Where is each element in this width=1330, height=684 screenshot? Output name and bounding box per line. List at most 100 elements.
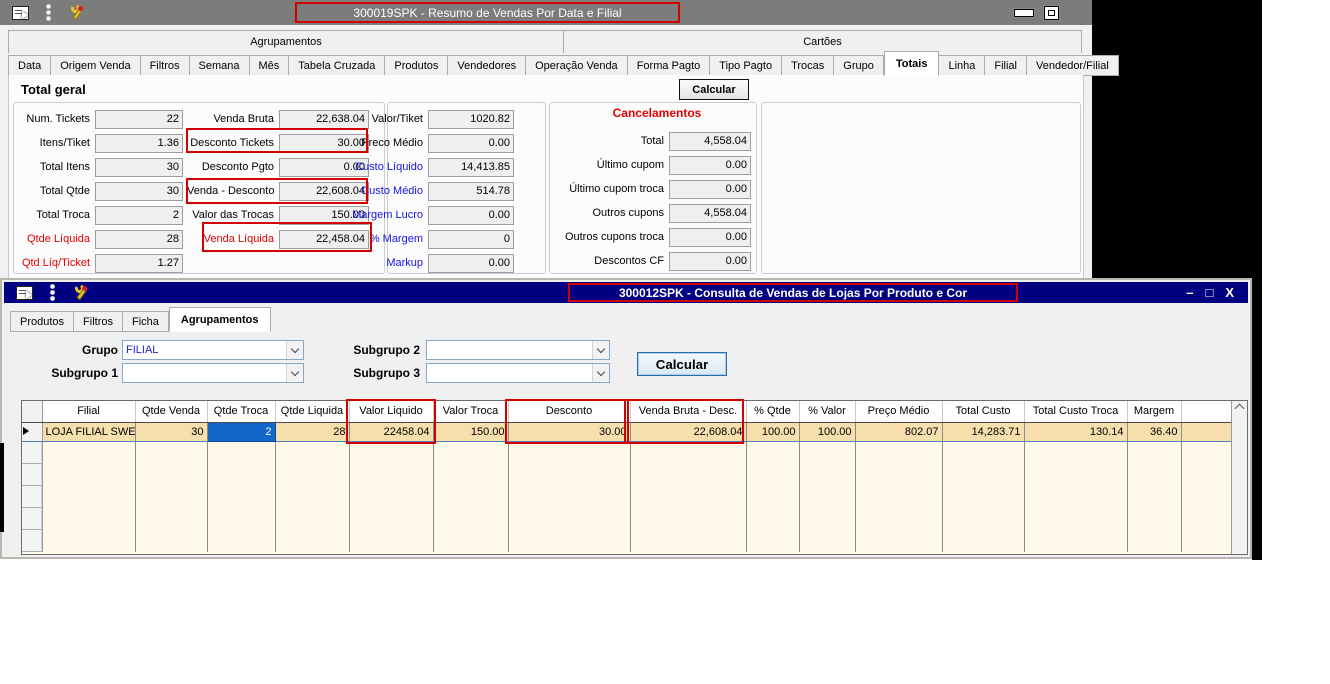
cell-desconto[interactable]: 30.00 [508, 422, 631, 442]
tab-agrupamentos[interactable]: Agrupamentos [168, 307, 271, 332]
close-button[interactable]: X [1225, 285, 1234, 300]
tab-filtros[interactable]: Filtros [74, 311, 123, 332]
tab-ficha[interactable]: Ficha [122, 311, 169, 332]
cell-total-custo-troca[interactable]: 130.14 [1024, 422, 1128, 442]
vertical-scrollbar[interactable] [1231, 401, 1247, 554]
wrench-icon[interactable] [72, 282, 90, 302]
chevron-down-icon[interactable] [592, 364, 609, 382]
titlebar[interactable]: 300019SPK - Resumo de Vendas Por Data e … [0, 0, 1092, 25]
tab-data[interactable]: Data [8, 55, 52, 76]
tab-vendedor-filial[interactable]: Vendedor/Filial [1027, 55, 1119, 76]
cell-qtde-liquida[interactable]: 28 [275, 422, 350, 442]
tab-origem-venda[interactable]: Origem Venda [51, 55, 141, 76]
field-label: Descontos CF [594, 255, 664, 267]
subgrupo2-combo[interactable] [426, 340, 610, 360]
chevron-down-icon[interactable] [286, 364, 303, 382]
titlebar-icons [4, 282, 90, 302]
tab-linha[interactable]: Linha [939, 55, 986, 76]
tab-strip: Produtos Filtros Ficha Agrupamentos [10, 307, 271, 332]
col-header[interactable]: Total Custo Troca [1024, 401, 1128, 423]
col-header[interactable]: % Valor [799, 401, 856, 423]
grupo-label: Grupo [82, 343, 118, 357]
tab-filtros[interactable]: Filtros [140, 55, 190, 76]
field-label: Preco Médio [361, 137, 423, 149]
field-value: 0.00 [669, 251, 751, 271]
subgrupo1-combo[interactable] [122, 363, 304, 383]
cell-qtde-troca-selected[interactable]: 2 [206, 421, 276, 442]
cancelamentos-column: Total 4,558.04 Último cupom 0.00 Último cu… [557, 129, 751, 273]
tab-tipo-pagto[interactable]: Tipo Pagto [710, 55, 783, 76]
calcular-button[interactable]: Calcular [637, 352, 727, 376]
tab-grupo[interactable]: Grupo [834, 55, 884, 76]
scroll-up-icon[interactable] [1234, 403, 1245, 414]
chevron-down-icon[interactable] [286, 341, 303, 359]
minimize-button[interactable]: – [1186, 285, 1194, 300]
subgrupo1-label: Subgrupo 1 [51, 366, 118, 380]
field-value: 1.36 [95, 133, 183, 153]
subgrupo2-label: Subgrupo 2 [353, 343, 420, 357]
tab-cartoes-group[interactable]: Cartões [564, 30, 1082, 53]
cell-valor-troca[interactable]: 150.00 [433, 422, 509, 442]
tab-produtos[interactable]: Produtos [385, 55, 449, 76]
desktop-background [1092, 0, 1262, 282]
tab-operacao-venda[interactable]: Operação Venda [526, 55, 628, 76]
col-header[interactable]: Valor Liquido [349, 401, 434, 423]
tab-vendedores[interactable]: Vendedores [448, 55, 527, 76]
cell-pct-valor[interactable]: 100.00 [799, 422, 856, 442]
tab-produtos[interactable]: Produtos [10, 311, 75, 332]
minimize-button[interactable] [1014, 8, 1034, 17]
maximize-button[interactable]: □ [1205, 285, 1214, 300]
col-header[interactable]: Venda Bruta - Desc. [630, 401, 747, 423]
col-header[interactable]: % Qtde [746, 401, 800, 423]
form-icon[interactable] [16, 285, 33, 300]
cell-total-custo[interactable]: 14,283.71 [942, 422, 1025, 442]
tab-filial[interactable]: Filial [985, 55, 1027, 76]
calcular-button[interactable]: Calcular [679, 79, 749, 100]
tab-tabela-cruzada[interactable]: Tabela Cruzada [289, 55, 386, 76]
col-header[interactable]: Total Custo [942, 401, 1025, 423]
subgrupo3-combo[interactable] [426, 363, 610, 383]
tab-agrupamentos-group[interactable]: Agrupamentos [8, 30, 564, 53]
desktop-background [0, 443, 4, 532]
col-header[interactable]: Valor Troca [433, 401, 509, 423]
col-header[interactable]: Margem [1127, 401, 1182, 423]
cell-pct-qtde[interactable]: 100.00 [746, 422, 800, 442]
cell-preco-medio[interactable]: 802.07 [855, 422, 943, 442]
traffic-light-icon[interactable] [47, 284, 58, 302]
traffic-light-icon[interactable] [43, 4, 54, 22]
col-header[interactable]: Preço Médio [855, 401, 943, 423]
field-value: 30 [95, 157, 183, 177]
maximize-button[interactable] [1044, 5, 1059, 20]
cell-empty [1181, 422, 1232, 442]
chevron-down-icon[interactable] [592, 341, 609, 359]
col-header-empty [1181, 401, 1232, 423]
cell-venda-bruta-desc[interactable]: 22,608.04 [630, 422, 747, 442]
col-header[interactable]: Qtde Troca [207, 401, 276, 423]
tab-totais[interactable]: Totais [883, 51, 940, 76]
field-label: Markup [386, 257, 423, 269]
field-label: Outros cupons troca [564, 231, 664, 243]
col-header[interactable]: Qtde Venda [135, 401, 208, 423]
cell-valor-liquido[interactable]: 22458.04 [349, 422, 434, 442]
form-icon[interactable] [12, 5, 29, 20]
metrics-column-1: Num. Tickets 22 Itens/Tiket 1.36 Total Ite… [15, 107, 183, 275]
tab-semana[interactable]: Semana [189, 55, 250, 76]
tab-trocas[interactable]: Trocas [782, 55, 835, 76]
titlebar[interactable]: 300012SPK - Consulta de Vendas de Lojas … [4, 282, 1248, 303]
tab-forma-pagto[interactable]: Forma Pagto [627, 55, 711, 76]
col-header[interactable]: Filial [42, 401, 136, 423]
col-header[interactable]: Qtde Liquida [275, 401, 350, 423]
wrench-icon[interactable] [68, 2, 86, 22]
totais-page: Total geral Calcular Num. Tickets 22 Iten… [8, 75, 1084, 280]
col-header[interactable]: Desconto [508, 401, 631, 423]
cell-qtde-venda[interactable]: 30 [135, 422, 208, 442]
subgrupo3-label: Subgrupo 3 [353, 366, 420, 380]
field-value: 1020.82 [428, 109, 514, 129]
tab-mes[interactable]: Mês [249, 55, 290, 76]
field-value: 22,458.04 [279, 229, 369, 249]
metrics-column-2: Venda Bruta 22,638.04 Desconto Tickets 30.… [187, 107, 369, 251]
cell-margem[interactable]: 36.40 [1127, 422, 1182, 442]
field-label: Total [640, 135, 664, 147]
grupo-combo[interactable]: FILIAL [122, 340, 304, 360]
cell-filial[interactable]: LOJA FILIAL SWEDA [42, 422, 136, 442]
